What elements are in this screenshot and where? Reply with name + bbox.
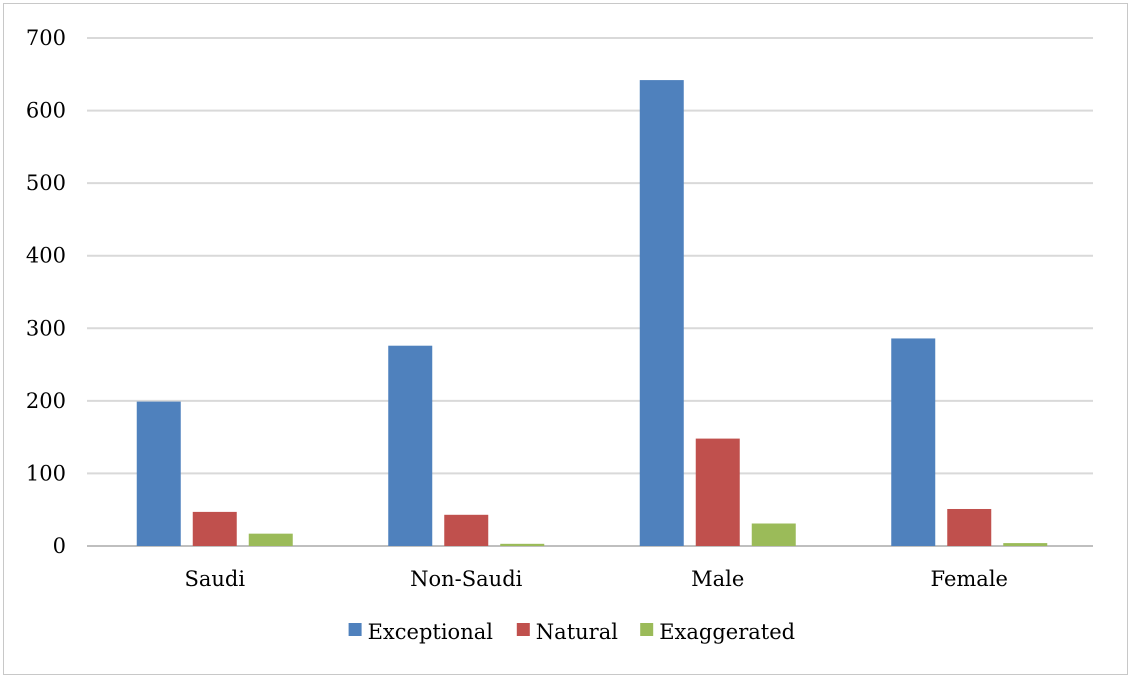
bar-exaggerated-saudi bbox=[248, 533, 293, 546]
bar-exceptional-non-saudi bbox=[388, 345, 433, 546]
x-axis-categories: Saudi Non-Saudi Male Female bbox=[184, 567, 1008, 591]
bar-natural-non-saudi bbox=[444, 514, 489, 546]
x-category-label: Non-Saudi bbox=[410, 567, 523, 591]
bar-chart: 0 100 200 300 400 500 600 700 Saudi Non-Saudi Mal… bbox=[26, 26, 1093, 644]
legend-item-exceptional: Exceptional bbox=[348, 620, 494, 644]
chart-frame: 0 100 200 300 400 500 600 700 Saudi Non-Saudi Mal… bbox=[3, 3, 1128, 675]
legend-swatch bbox=[348, 623, 362, 636]
bar-exceptional-male bbox=[639, 80, 684, 546]
legend-swatch bbox=[516, 623, 530, 636]
legend-label: Exceptional bbox=[368, 620, 494, 644]
gridlines bbox=[87, 37, 1093, 547]
y-tick-label: 500 bbox=[26, 171, 66, 195]
y-tick-label: 700 bbox=[26, 26, 66, 50]
y-tick-label: 0 bbox=[53, 534, 66, 558]
bar-exaggerated-non-saudi bbox=[500, 543, 545, 546]
legend: Exceptional Natural Exaggerated bbox=[348, 620, 795, 644]
bar-exaggerated-female bbox=[1003, 543, 1048, 546]
y-tick-label: 300 bbox=[26, 316, 66, 340]
x-category-label: Saudi bbox=[184, 567, 245, 591]
legend-label: Natural bbox=[536, 620, 618, 644]
bar-exceptional-female bbox=[891, 338, 936, 546]
y-tick-label: 400 bbox=[26, 244, 66, 268]
bars bbox=[136, 80, 1048, 546]
y-tick-label: 100 bbox=[26, 461, 66, 485]
x-category-label: Female bbox=[931, 567, 1008, 591]
legend-swatch bbox=[640, 623, 654, 636]
bar-natural-male bbox=[695, 438, 740, 546]
bar-natural-female bbox=[947, 508, 992, 546]
x-category-label: Male bbox=[691, 567, 744, 591]
y-axis-ticks: 0 100 200 300 400 500 600 700 bbox=[26, 26, 66, 558]
bar-exaggerated-male bbox=[751, 523, 796, 546]
y-tick-label: 600 bbox=[26, 99, 66, 123]
y-tick-label: 200 bbox=[26, 389, 66, 413]
legend-item-exaggerated: Exaggerated bbox=[640, 620, 795, 644]
bar-exceptional-saudi bbox=[136, 401, 181, 546]
legend-item-natural: Natural bbox=[516, 620, 618, 644]
legend-label: Exaggerated bbox=[659, 620, 795, 644]
bar-natural-saudi bbox=[192, 511, 237, 546]
